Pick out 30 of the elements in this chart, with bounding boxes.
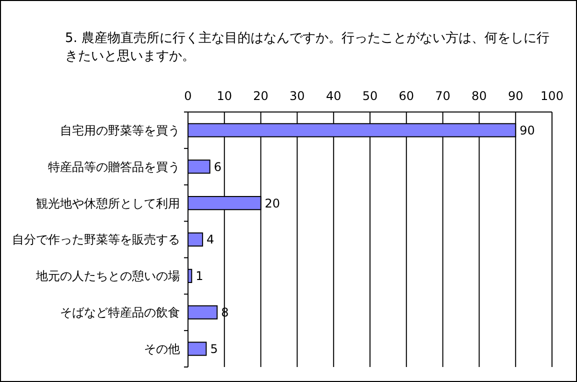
y-tick-label: 観光地や休憩所として利用 [36, 196, 180, 210]
x-tick-label: 40 [326, 89, 342, 103]
bar [188, 160, 210, 174]
y-tick-label: そばなど特産品の飲食 [60, 306, 180, 320]
data-label: 20 [264, 196, 280, 210]
y-tick-label: 自宅用の野菜等を買う [60, 123, 180, 138]
x-tick-label: 80 [472, 89, 487, 103]
y-tick-label: 自分で作った野菜等を販売する [12, 232, 180, 247]
y-tick-label: 特産品等の贈答品を買う [48, 160, 180, 174]
y-tick-label: その他 [144, 342, 180, 356]
x-tick-label: 100 [540, 89, 564, 103]
x-tick-label: 30 [290, 89, 305, 103]
data-label: 4 [206, 232, 214, 247]
y-tick-label: 地元の人たちとの憩いの場 [35, 269, 180, 284]
data-label: 6 [214, 160, 222, 174]
bar [188, 342, 207, 356]
data-label: 5 [210, 342, 218, 356]
x-tick-label: 0 [184, 89, 192, 103]
x-tick-label: 10 [216, 89, 232, 103]
x-tick-label: 20 [253, 89, 268, 103]
x-tick-label: 90 [508, 89, 524, 103]
x-tick-label: 60 [398, 89, 414, 103]
x-tick-label: 50 [362, 89, 378, 103]
bar [188, 305, 218, 320]
chart-title: 5. 農産物直売所に行く主な目的はなんですか。行ったことがない方は、何をしに行きたいと思いますか。 [65, 30, 550, 64]
data-label: 90 [520, 123, 535, 138]
data-label: 1 [196, 269, 204, 284]
bar [188, 232, 204, 247]
x-tick-label: 70 [435, 89, 450, 103]
bar [188, 268, 192, 283]
